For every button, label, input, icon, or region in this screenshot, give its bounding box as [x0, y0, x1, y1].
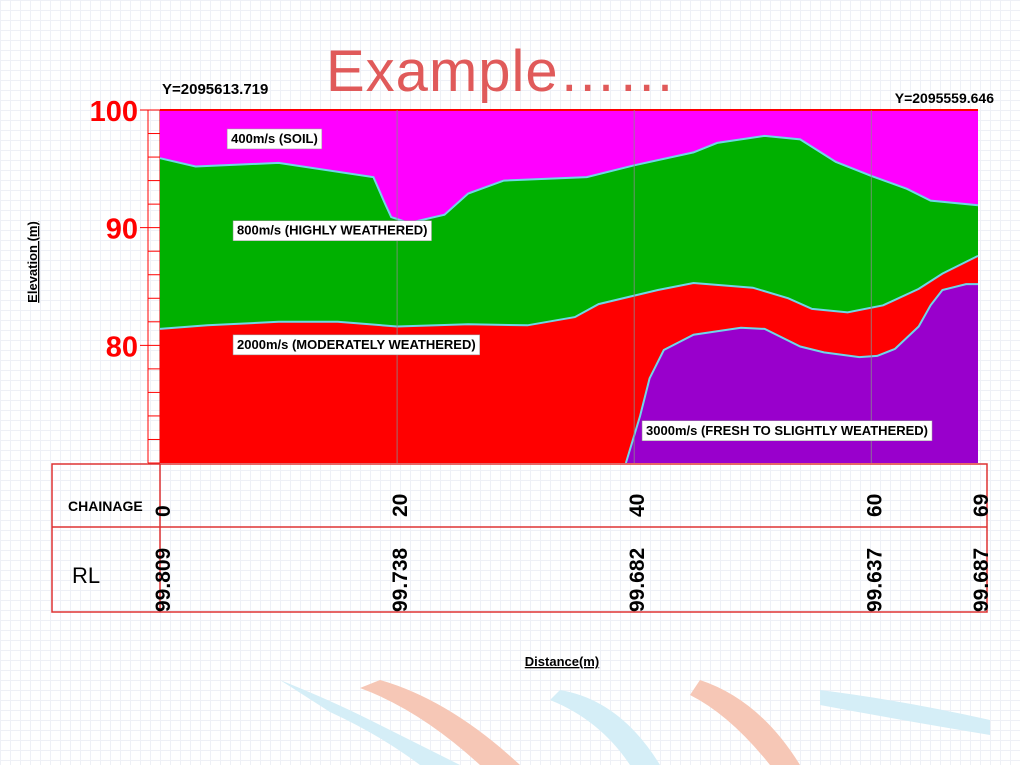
- chainage-value: 60: [863, 494, 886, 517]
- chainage-value: 69: [970, 494, 993, 517]
- layer-label: 400m/s (SOIL): [226, 128, 323, 150]
- rl-value: 99.809: [152, 548, 175, 612]
- layer-label: 2000m/s (MODERATELY WEATHERED): [232, 334, 480, 356]
- layer-label-box: [226, 128, 323, 150]
- distance-gridlines: [396, 110, 872, 463]
- chainage-values: 0 20 40 60 69: [152, 494, 993, 517]
- rl-value: 99.687: [970, 548, 993, 612]
- elevation-scale: [147, 110, 161, 463]
- layer-label-text: 400m/s (SOIL): [231, 131, 318, 146]
- layer-boundary-line: [624, 283, 978, 464]
- layers-group: [159, 109, 979, 464]
- layer-label-text: 2000m/s (MODERATELY WEATHERED): [237, 337, 476, 352]
- x-axis-label: Distance(m): [525, 654, 599, 669]
- layer-label: 800m/s (HIGHLY WEATHERED): [232, 220, 432, 241]
- layer-label-box: [641, 420, 933, 442]
- elevation-ticks: 100 90 80: [90, 96, 160, 464]
- y-axis-label: Elevation (m): [25, 221, 40, 303]
- rl-label: RL: [72, 563, 100, 588]
- elevation-tick-label: 100: [90, 96, 138, 128]
- layer-fresh-weathered: [625, 284, 978, 463]
- layer-label-text: 3000m/s (FRESH TO SLIGHTLY WEATHERED): [646, 423, 928, 438]
- slide-title: Example……: [326, 39, 677, 104]
- rl-value: 99.682: [626, 548, 649, 612]
- elevation-tick-label: 80: [106, 331, 138, 363]
- rl-value: 99.637: [863, 548, 886, 612]
- rl-value: 99.738: [389, 547, 412, 612]
- chainage-value: 0: [152, 505, 175, 517]
- decorative-wave-graphic: [280, 680, 990, 765]
- layer-label: 3000m/s (FRESH TO SLIGHTLY WEATHERED): [641, 420, 933, 442]
- chainage-rl-table: CHAINAGE RL 0 20 40 60 69 99.809 99.738 99.682…: [51, 463, 993, 613]
- elevation-tick-label: 90: [106, 214, 138, 246]
- left-coordinate: Y=2095613.719: [162, 81, 268, 98]
- layer-boundary-line: [159, 134, 979, 225]
- layer-labels-group: 400m/s (SOIL) 800m/s (HIGHLY WEATHERED) 20…: [226, 128, 933, 442]
- chainage-value: 20: [389, 494, 412, 517]
- layer-label-box: [232, 220, 432, 241]
- chainage-label: CHAINAGE: [68, 498, 143, 514]
- table-border: [51, 463, 988, 613]
- layer-soil: [160, 110, 978, 223]
- layer-label-box: [232, 334, 480, 356]
- rl-values: 99.809 99.738 99.682 99.637 99.687: [152, 547, 993, 612]
- chainage-value: 40: [626, 494, 649, 517]
- right-coordinate: Y=2095559.646: [895, 90, 994, 106]
- layer-label-text: 800m/s (HIGHLY WEATHERED): [237, 223, 427, 238]
- layer-boundary-line: [159, 255, 979, 330]
